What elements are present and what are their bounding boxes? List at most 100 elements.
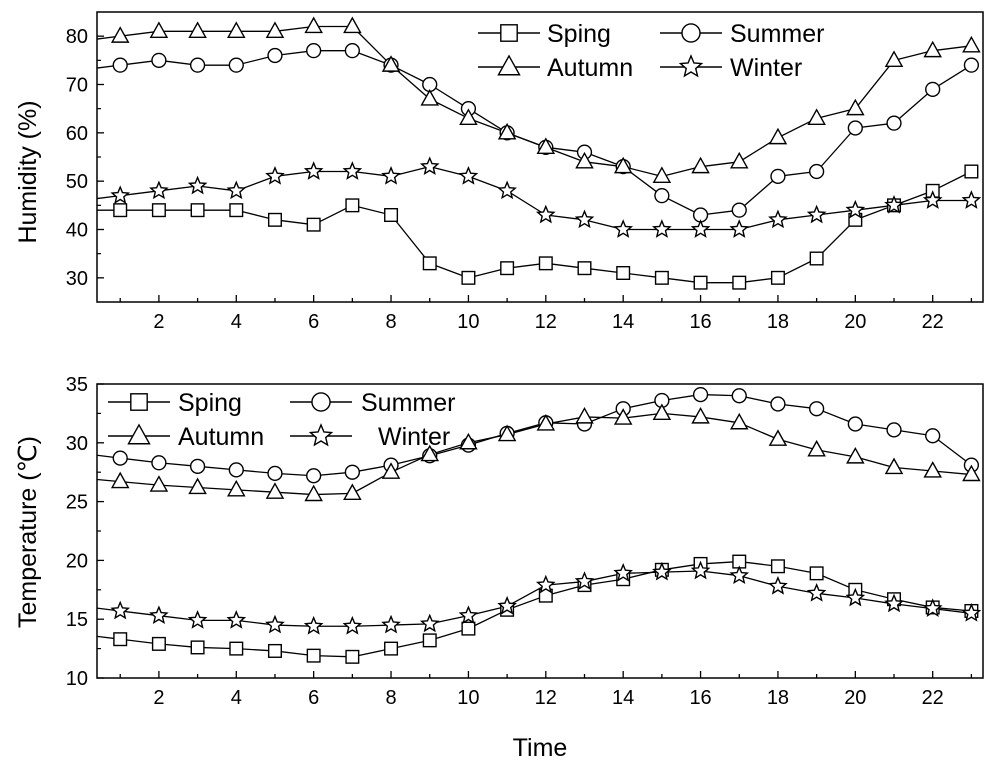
humidity-winter-point-1 <box>110 185 131 205</box>
temperature-x-tick-label-18: 18 <box>767 687 789 709</box>
temperature-summer-point-21 <box>886 422 902 438</box>
temperature-autumn-point-13 <box>575 406 594 424</box>
temperature-sping-point-9 <box>422 633 437 648</box>
temperature-winter-point-21 <box>884 593 904 613</box>
humidity-winter-point-7 <box>342 161 363 180</box>
temperature-series-markers <box>110 386 982 664</box>
humidity-summer-point-21 <box>886 115 902 131</box>
humidity-autumn-point-8 <box>381 55 401 72</box>
humidity-x-tick-label-8: 8 <box>385 311 396 333</box>
temperature-winter-point-8 <box>381 614 401 634</box>
humidity-sping-point-16 <box>693 275 708 290</box>
temperature-legend-winter-label: Winter <box>378 423 450 451</box>
humidity-autumn-point-13 <box>575 151 594 169</box>
temperature-winter-point-5 <box>265 614 285 634</box>
humidity-winter-point-12 <box>535 204 556 224</box>
temperature-x-tick-label-10: 10 <box>457 687 479 709</box>
humidity-autumn-point-18 <box>768 127 788 145</box>
temperature-autumn-point-23 <box>962 464 981 482</box>
temperature-sping-point-7 <box>345 649 360 664</box>
humidity-autumn-point-9 <box>420 89 440 106</box>
humidity-y-tick-label-30: 30 <box>66 268 88 290</box>
humidity-summer-point-2 <box>151 52 167 68</box>
humidity-winter-point-4 <box>226 180 247 200</box>
temperature-summer-point-3 <box>189 458 206 474</box>
temperature-autumn-point-3 <box>188 477 207 495</box>
humidity-x-tick-label-4: 4 <box>231 311 242 333</box>
humidity-panel: Humidity (%) 2 4 6 8 10 12 14 16 18 20 22 30 40 50 60 7… <box>14 11 984 333</box>
humidity-y-tick-label-50: 50 <box>66 171 88 193</box>
temperature-autumn-point-15 <box>652 403 672 421</box>
temperature-x-tick-label-2: 2 <box>153 687 164 709</box>
humidity-winter-point-2 <box>149 180 169 200</box>
humidity-autumn-point-6 <box>304 16 323 34</box>
humidity-autumn-point-5 <box>265 21 285 38</box>
humidity-legend-autumn-label: Autumn <box>547 54 633 82</box>
temperature-summer-point-22 <box>925 428 941 444</box>
humidity-x-tick-label-10: 10 <box>457 311 479 333</box>
temperature-sping-point-10 <box>461 621 476 636</box>
humidity-winter-point-5 <box>265 166 285 185</box>
temperature-sping-point-5 <box>267 643 282 658</box>
humidity-summer-point-6 <box>306 43 322 59</box>
humidity-series-markers <box>110 16 982 290</box>
temperature-autumn-point-5 <box>265 482 285 499</box>
humidity-autumn-point-23 <box>962 35 981 53</box>
temperature-sping-point-2 <box>151 636 166 651</box>
humidity-summer-point-3 <box>189 57 206 73</box>
humidity-sping-point-4 <box>229 203 244 218</box>
temperature-winter-point-20 <box>845 587 866 607</box>
time-x-axis-label: Time <box>513 734 568 762</box>
humidity-y-tick-label-70: 70 <box>66 75 88 97</box>
humidity-winter-point-22 <box>922 190 943 209</box>
humidity-winter-point-11 <box>497 180 517 200</box>
humidity-x-tick-label-18: 18 <box>767 311 789 333</box>
humidity-summer-point-1 <box>112 57 128 73</box>
temperature-winter-point-16 <box>690 560 711 580</box>
temperature-sping-point-6 <box>306 648 321 663</box>
temperature-y-tick-label-25: 25 <box>66 492 88 514</box>
humidity-autumn-point-11 <box>497 122 517 140</box>
temperature-autumn-point-8 <box>381 462 401 479</box>
temperature-legend-winter-marker <box>308 423 334 447</box>
humidity-autumn-point-14 <box>613 156 633 174</box>
temperature-winter-point-1 <box>110 600 131 620</box>
temperature-legend-summer-marker <box>311 392 331 412</box>
humidity-legend-autumn-marker <box>497 54 521 76</box>
humidity-winter-point-8 <box>381 166 401 185</box>
temperature-autumn-point-21 <box>884 457 904 475</box>
temperature-autumn-point-14 <box>613 408 633 425</box>
temperature-summer-point-16 <box>692 386 709 403</box>
humidity-sping-point-18 <box>770 270 785 285</box>
humidity-autumn-point-10 <box>459 108 478 125</box>
humidity-sping-point-3 <box>190 203 205 218</box>
temperature-winter-point-14 <box>613 563 634 582</box>
humidity-summer-point-7 <box>344 43 360 59</box>
humidity-x-tick-label-20: 20 <box>844 311 866 333</box>
humidity-x-tick-label-2: 2 <box>153 311 164 333</box>
humidity-autumn-point-21 <box>884 50 904 67</box>
humidity-summer-point-20 <box>847 120 863 136</box>
humidity-summer-point-5 <box>267 47 283 64</box>
humidity-y-axis-label: Humidity (%) <box>14 100 42 243</box>
temperature-autumn-point-12 <box>536 414 556 431</box>
temperature-winter-point-3 <box>187 610 208 629</box>
humidity-winter-point-9 <box>419 156 440 176</box>
humidity-sping-point-23 <box>964 164 979 179</box>
temperature-winter-point-15 <box>652 561 672 581</box>
temperature-autumn-point-11 <box>497 424 517 442</box>
humidity-legend-winter-label: Winter <box>730 54 802 82</box>
humidity-y-tick-label-40: 40 <box>66 220 88 242</box>
temperature-winter-point-7 <box>342 615 363 635</box>
temperature-winter-point-12 <box>535 574 556 594</box>
humidity-summer-point-19 <box>809 163 825 180</box>
temperature-summer-point-1 <box>112 450 128 466</box>
temperature-summer-point-18 <box>770 396 786 412</box>
humidity-summer-point-15 <box>654 188 670 204</box>
temperature-winter-point-6 <box>303 615 324 635</box>
temperature-autumn-point-9 <box>420 444 440 462</box>
humidity-sping-point-2 <box>151 203 166 218</box>
temperature-winter-point-10 <box>458 605 479 625</box>
humidity-x-tick-label-14: 14 <box>612 311 634 333</box>
